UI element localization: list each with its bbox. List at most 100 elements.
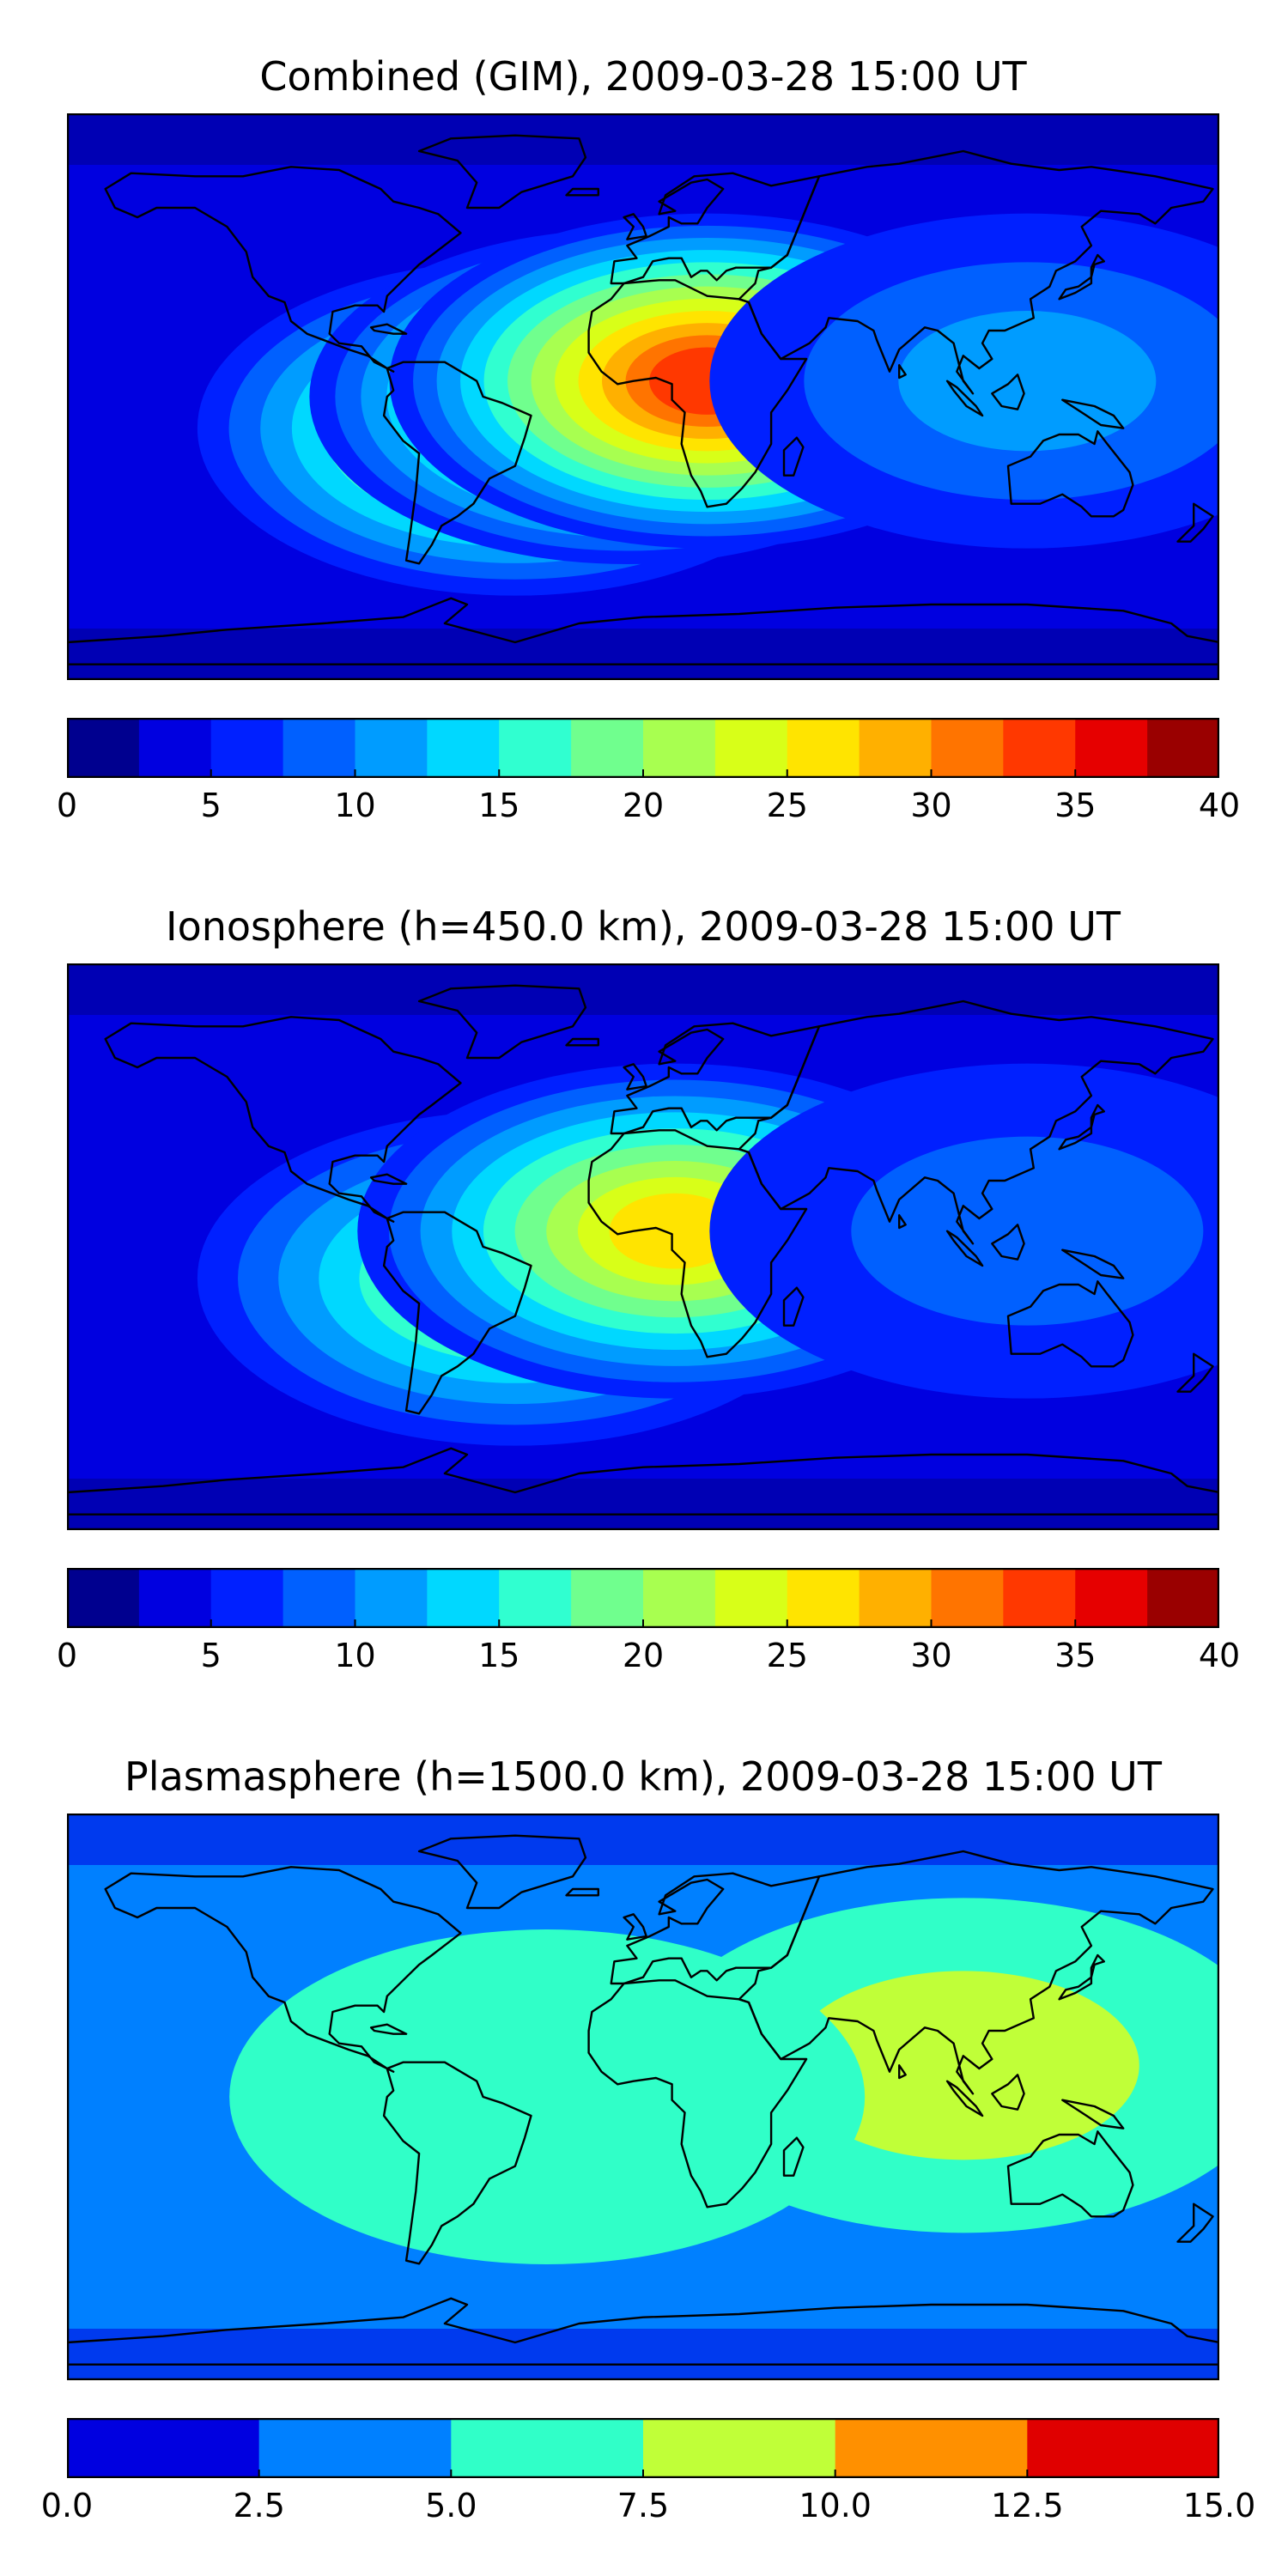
north-america-coastline	[104, 1016, 462, 1223]
colorbar-tick-label: 10	[334, 787, 376, 824]
colorbar-tick-label: 15.0	[1182, 2487, 1256, 2524]
colorbar-segment-8	[571, 1568, 644, 1628]
colorbar-segment-2	[138, 1568, 212, 1628]
colorbar-segment-8	[571, 718, 644, 778]
south-polar-band	[67, 629, 1219, 680]
colorbar-tick-label: 2.5	[233, 2487, 285, 2524]
map-frame	[67, 1814, 1219, 2380]
colorbar-tick-label: 25	[766, 787, 808, 824]
sri-lanka-coastline	[898, 1214, 907, 1230]
asia-coastline	[738, 999, 1214, 1245]
antarctica-coastline	[67, 2297, 1219, 2366]
colorbar-tick-label: 15	[478, 787, 520, 824]
iceland-coastline	[565, 1037, 599, 1047]
colorbar-segment-13	[931, 718, 1004, 778]
colorbar-segment-5	[355, 718, 428, 778]
japan-coastline	[1058, 1953, 1106, 2001]
new-guinea-coastline	[1061, 398, 1125, 429]
contour-level-3	[787, 1971, 1139, 2160]
contour-level-3	[851, 1136, 1204, 1326]
colorbar-segment-3	[451, 2418, 644, 2478]
sri-lanka-coastline	[898, 364, 907, 380]
contour-level-10	[609, 1193, 741, 1269]
south-america-coastline	[382, 361, 532, 565]
japan-coastline	[1058, 253, 1106, 301]
colorbar-tick-label: 5.0	[425, 2487, 477, 2524]
new-zealand-coastline	[1176, 502, 1214, 543]
indonesia-borneo-coastline	[991, 2074, 1025, 2111]
colorbar-segment-1	[67, 2418, 260, 2478]
madagascar-coastline	[782, 1286, 805, 1327]
australia-coastline	[1006, 430, 1134, 518]
colorbar-tick-label: 10.0	[799, 2487, 872, 2524]
madagascar-coastline	[782, 436, 805, 477]
south-america-coastline	[382, 1211, 532, 1415]
panel-3-map	[67, 1814, 1219, 2380]
colorbar-segment-14	[1003, 1568, 1076, 1628]
colorbar-segment-5	[355, 1568, 428, 1628]
coastlines	[67, 1834, 1219, 2366]
colorbar-segment-3	[210, 1568, 284, 1628]
panel-2-colorbar	[67, 1568, 1219, 1628]
new-guinea-coastline	[1061, 2099, 1125, 2129]
great-britain-coastline	[623, 1913, 647, 1941]
colorbar-tick-label: 20	[622, 1637, 665, 1674]
panel-1-title: Combined (GIM), 2009-03-28 15:00 UT	[259, 53, 1027, 100]
colorbar-segment-4	[283, 718, 356, 778]
colorbar-tick-label: 0	[56, 1637, 78, 1674]
great-britain-coastline	[623, 1063, 647, 1091]
colorbar-segment-1	[67, 718, 140, 778]
colorbar-tick-label: 40	[1198, 1637, 1241, 1674]
colorbar-segment-16	[1147, 1568, 1219, 1628]
coastlines	[67, 984, 1219, 1516]
madagascar-coastline	[782, 2136, 805, 2177]
colorbar-segment-9	[643, 1568, 716, 1628]
sumatra-coastline	[945, 380, 984, 417]
colorbar-tick-label: 25	[766, 1637, 808, 1674]
north-america-coastline	[104, 1866, 462, 2073]
new-zealand-coastline	[1176, 1352, 1214, 1393]
colorbar-tick-label: 35	[1054, 787, 1097, 824]
japan-coastline	[1058, 1103, 1106, 1151]
europe-coastline	[610, 172, 821, 285]
colorbar-segment-15	[1075, 1568, 1148, 1628]
sri-lanka-coastline	[898, 2064, 907, 2080]
asia-coastline	[738, 149, 1214, 395]
colorbar-segment-4	[643, 2418, 836, 2478]
colorbar-segment-12	[859, 1568, 933, 1628]
hotspot-2	[229, 1929, 866, 2264]
panel-1-map	[67, 113, 1219, 680]
contour-level-2	[229, 1929, 866, 2264]
asia-coastline	[738, 1850, 1214, 2095]
new-guinea-coastline	[1061, 1249, 1125, 1279]
new-zealand-coastline	[1176, 2202, 1214, 2243]
colorbar-segment-2	[138, 718, 212, 778]
australia-coastline	[1006, 1280, 1134, 1368]
colorbar-segment-14	[1003, 718, 1076, 778]
africa-coastline	[587, 1129, 808, 1358]
north-polar-band	[67, 963, 1219, 1015]
colorbar-tick-label: 0.0	[40, 2487, 94, 2524]
colorbar-segment-6	[427, 718, 500, 778]
colorbar-segment-5	[835, 2418, 1028, 2478]
colorbar-segment-7	[499, 718, 572, 778]
europe-coastline	[610, 1872, 821, 1985]
colorbar-tick-label: 12.5	[991, 2487, 1064, 2524]
colorbar-segment-15	[1075, 718, 1148, 778]
europe-coastline	[610, 1022, 821, 1135]
greenland-coastline	[417, 1834, 587, 1910]
colorbar-segment-2	[258, 2418, 452, 2478]
cuba-coastline	[369, 1173, 408, 1185]
coastlines	[67, 134, 1219, 665]
panel-2-title: Ionosphere (h=450.0 km), 2009-03-28 15:0…	[166, 903, 1121, 950]
south-polar-band	[67, 2329, 1219, 2380]
colorbar-segment-4	[283, 1568, 356, 1628]
panel-3-title: Plasmasphere (h=1500.0 km), 2009-03-28 1…	[125, 1753, 1162, 1800]
antarctica-coastline	[67, 1447, 1219, 1516]
panel-1-colorbar	[67, 718, 1219, 778]
panel-3-colorbar	[67, 2418, 1219, 2478]
south-polar-band	[67, 1479, 1219, 1530]
colorbar-segment-1	[67, 1568, 140, 1628]
cuba-coastline	[369, 2023, 408, 2035]
north-polar-band	[67, 1814, 1219, 1865]
